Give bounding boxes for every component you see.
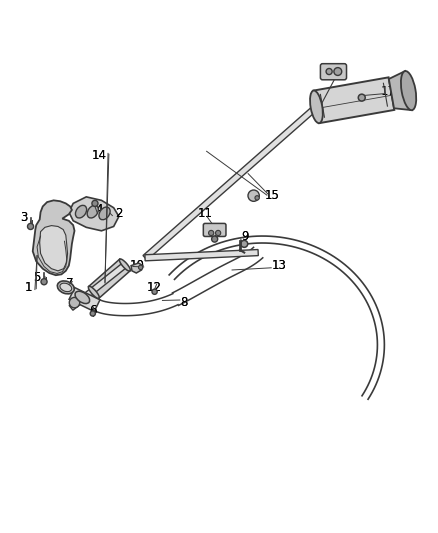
Ellipse shape [60, 283, 72, 292]
Text: 11: 11 [198, 207, 212, 220]
Text: 8: 8 [180, 296, 188, 309]
Ellipse shape [75, 205, 87, 218]
Polygon shape [88, 259, 130, 298]
Ellipse shape [87, 205, 99, 218]
Circle shape [255, 196, 259, 200]
Polygon shape [143, 104, 318, 260]
Text: 9: 9 [241, 230, 249, 244]
Text: 7: 7 [67, 277, 74, 289]
Text: 1: 1 [25, 281, 32, 294]
Text: 13: 13 [272, 259, 286, 272]
Text: 1: 1 [25, 281, 32, 294]
Circle shape [41, 279, 47, 285]
Text: 2: 2 [115, 207, 123, 220]
Circle shape [326, 68, 332, 75]
Polygon shape [131, 263, 143, 273]
Circle shape [28, 223, 34, 230]
Circle shape [358, 94, 365, 101]
Text: 6: 6 [89, 303, 96, 317]
Ellipse shape [401, 71, 416, 110]
Polygon shape [69, 263, 127, 310]
Ellipse shape [88, 286, 99, 298]
Circle shape [248, 190, 259, 201]
Text: 5: 5 [33, 271, 41, 284]
FancyBboxPatch shape [203, 223, 226, 237]
Text: 14: 14 [92, 149, 107, 162]
Text: 16: 16 [325, 68, 339, 80]
Circle shape [334, 68, 342, 76]
FancyBboxPatch shape [321, 63, 346, 80]
Polygon shape [33, 200, 74, 275]
Text: 15: 15 [265, 190, 279, 203]
Text: 10: 10 [130, 259, 145, 272]
Circle shape [241, 240, 248, 247]
Text: 10: 10 [130, 259, 145, 272]
Text: 15: 15 [265, 190, 279, 203]
Text: 9: 9 [241, 230, 249, 244]
Polygon shape [69, 197, 119, 231]
Polygon shape [69, 288, 100, 312]
Text: 12: 12 [147, 281, 162, 294]
Text: 7: 7 [67, 277, 74, 289]
Polygon shape [145, 249, 258, 261]
Text: 6: 6 [89, 303, 96, 317]
Text: 12: 12 [147, 281, 162, 294]
Circle shape [215, 230, 221, 236]
Ellipse shape [310, 91, 323, 123]
Text: 4: 4 [95, 203, 103, 215]
Text: 5: 5 [33, 271, 41, 284]
Text: 8: 8 [180, 296, 188, 309]
Polygon shape [314, 77, 394, 123]
Circle shape [212, 236, 218, 242]
Text: 11: 11 [198, 207, 212, 220]
Circle shape [138, 265, 143, 270]
Text: 17: 17 [380, 85, 396, 98]
Text: 3: 3 [20, 211, 28, 224]
Text: 13: 13 [272, 259, 286, 272]
Ellipse shape [120, 259, 131, 271]
Text: 14: 14 [92, 149, 107, 162]
Circle shape [92, 200, 98, 206]
Polygon shape [40, 225, 67, 271]
Circle shape [69, 297, 80, 308]
Circle shape [152, 289, 157, 294]
Text: 4: 4 [95, 203, 103, 215]
Text: 3: 3 [20, 211, 28, 224]
Text: 2: 2 [115, 207, 123, 220]
Circle shape [208, 230, 214, 236]
Circle shape [90, 311, 95, 316]
Polygon shape [389, 71, 412, 110]
Ellipse shape [57, 281, 74, 294]
Ellipse shape [75, 291, 90, 304]
Ellipse shape [99, 207, 110, 220]
